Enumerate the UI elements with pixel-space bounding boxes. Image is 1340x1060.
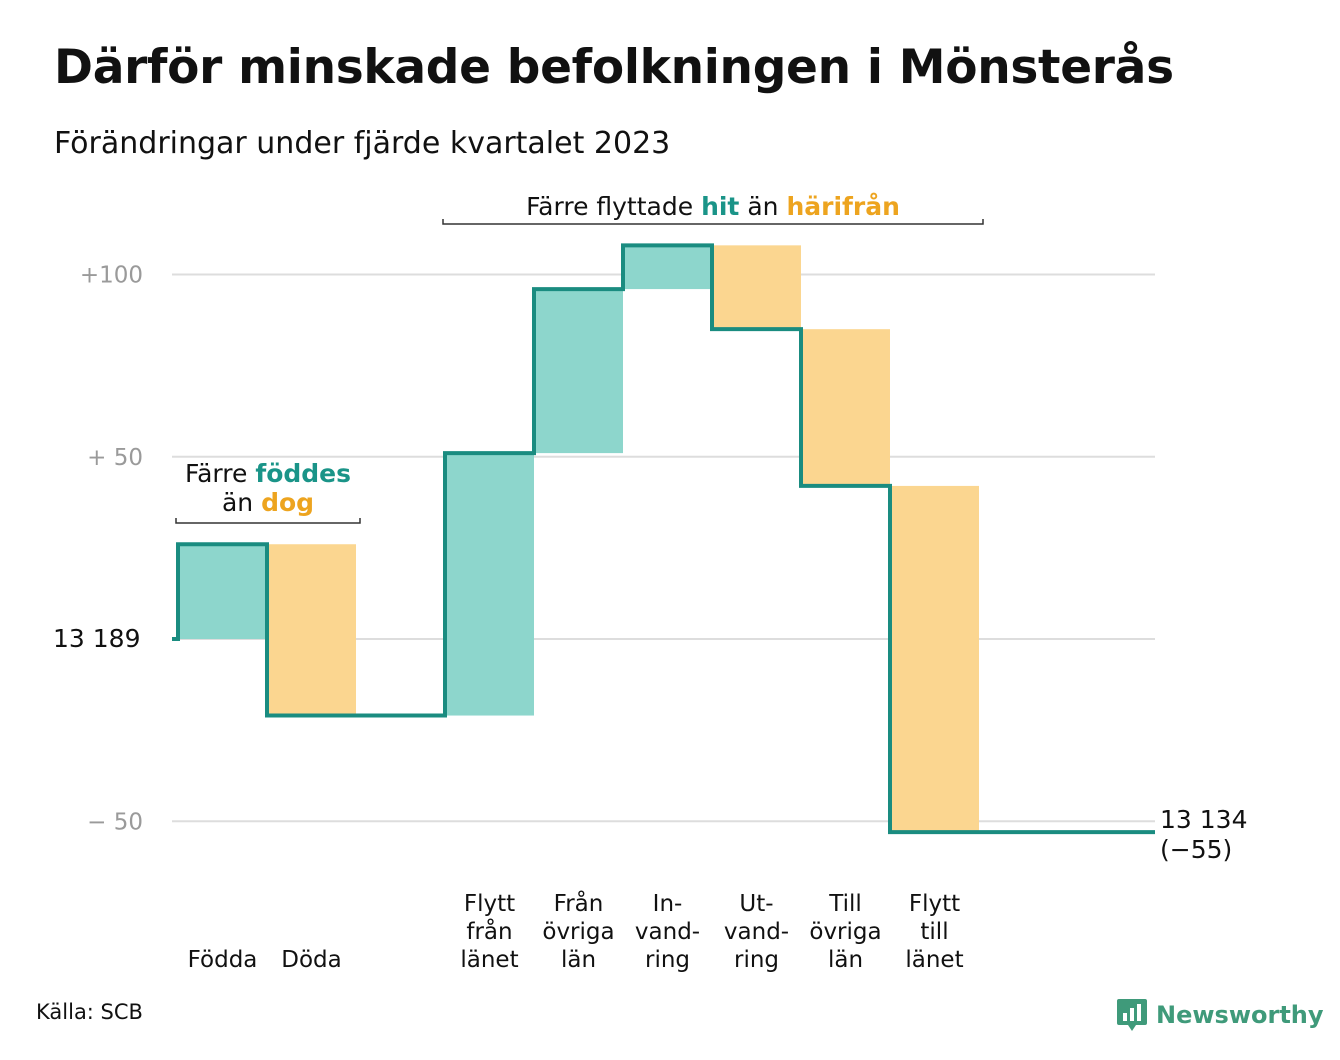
- bar-chart-speech-bubble-icon: [1117, 999, 1147, 1031]
- category-label: länet: [905, 947, 963, 973]
- annotation-bracket: [442, 219, 984, 225]
- y-tick-label: + 50: [87, 445, 143, 471]
- category-label: ring: [645, 947, 690, 973]
- newsworthy-logo: Newsworthy: [1116, 993, 1324, 1037]
- category-label: från: [466, 917, 512, 945]
- bar: [712, 245, 801, 330]
- brand-name: Newsworthy: [1156, 1001, 1324, 1029]
- bar: [267, 544, 356, 716]
- bar: [534, 289, 623, 454]
- y-tick-label: +100: [80, 263, 143, 289]
- category-label: Döda: [281, 947, 341, 973]
- category-label: Från: [554, 889, 604, 917]
- start-value-label: 13 189: [53, 624, 140, 653]
- annotation-text: Färre flyttade hit än härifrån: [526, 192, 900, 221]
- category-label: Ut-: [739, 891, 773, 917]
- end-value-label: 13 134: [1160, 805, 1247, 834]
- end-value-label: (−55): [1160, 835, 1232, 864]
- category-label: vand-: [635, 919, 700, 945]
- category-label: vand-: [724, 919, 789, 945]
- category-label: länet: [460, 947, 518, 973]
- category-label: län: [561, 947, 596, 973]
- category-label: Flytt: [909, 891, 960, 917]
- bar: [890, 485, 979, 833]
- category-label: In-: [653, 891, 683, 917]
- category-label: Flytt: [464, 891, 515, 917]
- category-label: övriga: [542, 919, 614, 945]
- bar: [445, 453, 534, 716]
- annotation-text-part: Färre flyttade: [526, 192, 701, 221]
- annotation-text-part: dog: [261, 488, 314, 517]
- annotation-text: än dog: [222, 488, 314, 517]
- source-note: Källa: SCB: [36, 1000, 143, 1024]
- annotation-text-part: härifrån: [786, 192, 899, 221]
- chart-title: Därför minskade befolkningen i Mönsterås: [54, 40, 1174, 95]
- category-label: län: [828, 947, 863, 973]
- category-label: ring: [734, 947, 779, 973]
- cumulative-line: [172, 243, 1155, 835]
- category-label: Födda: [188, 947, 258, 973]
- bar: [623, 245, 712, 290]
- bar: [178, 544, 267, 639]
- annotation-text-part: föddes: [255, 459, 351, 488]
- annotation-text-part: hit: [701, 192, 739, 221]
- annotation-bracket: [175, 518, 361, 524]
- bar: [801, 329, 890, 486]
- category-label: övriga: [809, 919, 881, 945]
- annotation-text-part: än: [222, 488, 261, 517]
- chart-subtitle: Förändringar under fjärde kvartalet 2023: [54, 126, 671, 161]
- annotation-text-part: Färre: [185, 459, 255, 488]
- category-label: Till: [828, 891, 862, 917]
- category-label: till: [920, 919, 948, 945]
- y-tick-label: − 50: [87, 809, 143, 835]
- annotation-text: Färre föddes: [185, 459, 351, 488]
- annotation-text-part: än: [739, 192, 786, 221]
